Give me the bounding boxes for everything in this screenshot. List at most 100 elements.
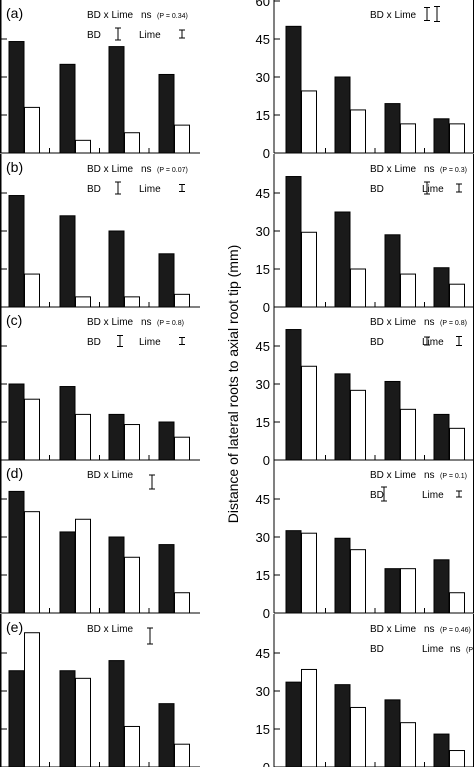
interaction-result: ns bbox=[424, 317, 435, 328]
lime-label: Lime bbox=[139, 184, 161, 195]
interaction-label: BD x Lime bbox=[87, 164, 134, 175]
bar-bd-3 bbox=[384, 103, 401, 154]
bar-control-4 bbox=[449, 592, 465, 614]
interaction-p-value: (P = 0.8) bbox=[440, 320, 467, 327]
bar-bd-1 bbox=[8, 41, 25, 154]
bar-control-2 bbox=[350, 549, 366, 614]
bar-control-1 bbox=[24, 511, 40, 614]
interaction-label: BD x Lime bbox=[370, 470, 417, 481]
interaction-result: ns bbox=[141, 10, 152, 21]
bar-bd-3 bbox=[384, 380, 401, 461]
y-tick-label: 30 bbox=[256, 70, 270, 85]
y-axis-label: Distance of lateral roots to axial root … bbox=[225, 245, 241, 524]
bar-bd-4 bbox=[158, 703, 175, 767]
bar-bd-3 bbox=[384, 234, 401, 308]
interaction-result: ns bbox=[424, 164, 435, 175]
panel-label: (d) bbox=[6, 465, 23, 481]
bd-label: BD bbox=[87, 337, 101, 348]
bar-bd-1 bbox=[8, 195, 25, 308]
bar-control-4 bbox=[449, 123, 465, 154]
panel-label: (a) bbox=[6, 5, 23, 21]
bar-bd-1 bbox=[8, 490, 25, 614]
bar-control-3 bbox=[400, 568, 416, 614]
y-tick-label: 45 bbox=[256, 32, 270, 47]
y-tick-label: 45 bbox=[256, 646, 270, 661]
y-tick-label: 45 bbox=[256, 492, 270, 507]
interaction-label: BD x Lime bbox=[370, 10, 417, 21]
bar-bd-4 bbox=[433, 118, 450, 154]
interaction-result: ns bbox=[141, 164, 152, 175]
bar-bd-3 bbox=[108, 46, 125, 154]
bar-control-2 bbox=[75, 139, 91, 154]
y-tick-label: 15 bbox=[256, 568, 270, 583]
bar-control-2 bbox=[75, 296, 91, 308]
panel-label: (c) bbox=[6, 312, 22, 328]
interaction-p-value: (P = 0.8) bbox=[157, 320, 184, 327]
bar-bd-1 bbox=[285, 25, 302, 154]
y-tick-label: 15 bbox=[256, 108, 270, 123]
y-tick-label: 45 bbox=[256, 339, 270, 354]
interaction-label: BD x Lime bbox=[370, 624, 417, 635]
bar-bd-2 bbox=[59, 670, 76, 767]
interaction-label: BD x Lime bbox=[87, 10, 134, 21]
bar-control-2 bbox=[350, 706, 366, 767]
lime-label: Lime bbox=[422, 490, 444, 501]
bar-control-2 bbox=[350, 268, 366, 308]
bar-control-1 bbox=[24, 106, 40, 154]
interaction-p-value: (P = 0.46) bbox=[440, 627, 471, 634]
lime-p-value: (P = 0.17) bbox=[466, 647, 474, 654]
bar-bd-1 bbox=[285, 681, 302, 767]
y-tick-label: 15 bbox=[256, 415, 270, 430]
bar-bd-2 bbox=[334, 76, 351, 154]
bar-bd-1 bbox=[8, 670, 25, 767]
bar-bd-1 bbox=[285, 176, 302, 308]
bar-control-1 bbox=[301, 90, 317, 154]
interaction-p-value: (P = 0.34) bbox=[157, 13, 188, 20]
bd-label: BD bbox=[370, 337, 384, 348]
y-tick-label: 60 bbox=[256, 0, 270, 9]
bar-bd-2 bbox=[334, 537, 351, 614]
bar-bd-1 bbox=[8, 383, 25, 461]
bar-bd-2 bbox=[334, 684, 351, 767]
bd-label: BD bbox=[370, 644, 384, 655]
interaction-result: ns bbox=[141, 317, 152, 328]
bar-control-2 bbox=[75, 518, 91, 614]
bar-bd-1 bbox=[285, 329, 302, 461]
bar-bd-4 bbox=[433, 267, 450, 308]
bar-control-3 bbox=[124, 725, 140, 767]
interaction-label: BD x Lime bbox=[87, 317, 134, 328]
bd-label: BD bbox=[370, 184, 384, 195]
bar-bd-3 bbox=[384, 568, 401, 614]
bar-bd-4 bbox=[158, 73, 175, 154]
bd-label: BD bbox=[370, 490, 384, 501]
interaction-label: BD x Lime bbox=[370, 317, 417, 328]
bar-control-1 bbox=[24, 632, 40, 767]
bar-control-2 bbox=[350, 389, 366, 461]
y-tick-label: 15 bbox=[256, 262, 270, 277]
y-tick-label: 0 bbox=[263, 760, 270, 767]
y-tick-label: 0 bbox=[263, 606, 270, 621]
y-tick-label: 30 bbox=[256, 377, 270, 392]
bar-bd-3 bbox=[108, 413, 125, 461]
bar-bd-2 bbox=[59, 386, 76, 461]
y-tick-label: 45 bbox=[256, 186, 270, 201]
bar-bd-4 bbox=[433, 559, 450, 614]
interaction-label: BD x Lime bbox=[87, 470, 134, 481]
interaction-result: ns bbox=[424, 624, 435, 635]
bar-control-1 bbox=[301, 365, 317, 461]
bar-bd-2 bbox=[334, 373, 351, 461]
bar-control-3 bbox=[124, 556, 140, 614]
bar-control-2 bbox=[350, 109, 366, 154]
lime-label: Lime bbox=[139, 337, 161, 348]
bar-control-1 bbox=[24, 398, 40, 461]
bar-control-2 bbox=[75, 677, 91, 767]
lime-label: Lime bbox=[139, 30, 161, 41]
panel-label: (b) bbox=[6, 159, 23, 175]
bar-bd-1 bbox=[285, 530, 302, 614]
panel-label: (e) bbox=[6, 619, 23, 635]
bar-control-3 bbox=[400, 123, 416, 154]
y-tick-label: 15 bbox=[256, 722, 270, 737]
bar-control-3 bbox=[400, 408, 416, 461]
bar-bd-4 bbox=[158, 253, 175, 308]
